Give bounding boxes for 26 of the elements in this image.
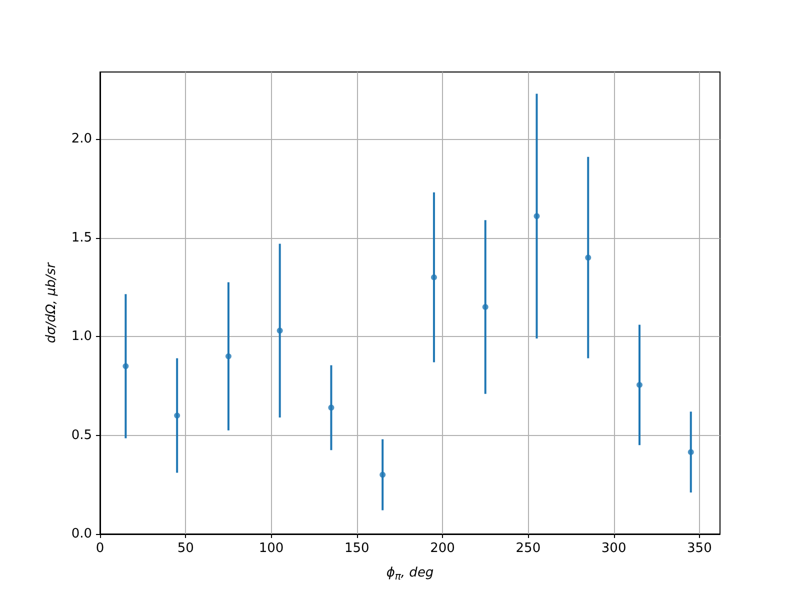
point [380,472,386,478]
point [482,304,488,310]
x-tick-label: 300 [601,541,626,556]
point [174,412,180,419]
point [585,254,592,261]
point [688,449,694,456]
x-tick-label: 350 [687,541,712,556]
y-tick-label: 1.5 [71,230,92,246]
x-tick-label: 200 [430,541,455,556]
y-tick-label: 0.0 [71,526,92,542]
point [276,328,283,334]
x-tick-label: 150 [344,541,370,556]
x-tick-label: 50 [177,541,194,556]
y-axis-title: dσ/dΩ, μb/sr [44,261,59,344]
x-tick-label: 100 [258,541,284,556]
point [534,213,540,220]
point [430,274,437,280]
point [122,363,129,370]
y-tick-label: 1.0 [71,329,92,344]
point [636,382,643,388]
x-tick-label: 250 [516,541,541,556]
point [225,353,232,360]
y-tick-label: 0.5 [71,428,92,443]
x-tick-label: 0 [96,541,104,556]
y-tick-label: 2.0 [71,132,92,147]
point [328,404,334,411]
